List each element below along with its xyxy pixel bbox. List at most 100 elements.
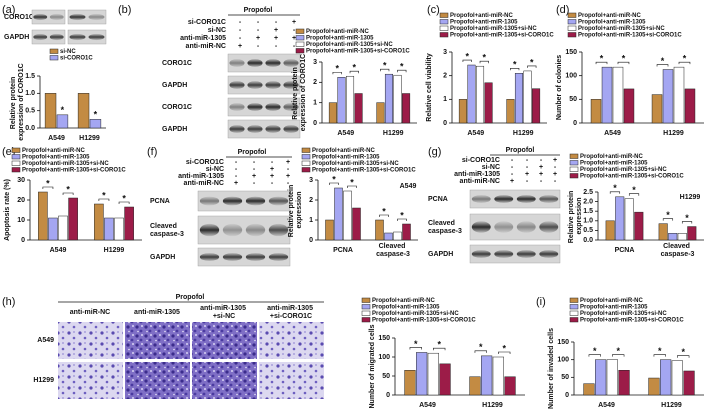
condition-sign: - xyxy=(271,180,274,187)
significance-bracket xyxy=(612,354,625,357)
condition-sign: - xyxy=(540,157,543,164)
blot-band xyxy=(539,195,559,203)
legend-swatch xyxy=(361,297,371,303)
bar xyxy=(346,75,355,124)
significance-mark: * xyxy=(332,174,336,184)
x-tick-label: A549 xyxy=(48,135,65,142)
significance-mark: * xyxy=(513,60,517,70)
band-label: CORO1C xyxy=(162,60,192,67)
y-axis-label: Number of colonies xyxy=(556,55,563,120)
blot-band xyxy=(229,103,245,111)
legend-swatch xyxy=(569,160,579,166)
bar xyxy=(393,74,402,124)
y-tick-label: 30 xyxy=(17,177,25,184)
blot-band xyxy=(33,33,48,41)
significance-bracket xyxy=(462,59,472,63)
x-tick-label: Cleaved caspase-3 xyxy=(376,243,410,258)
x-tick-label: A549 xyxy=(337,130,354,137)
y-axis-label: Relative protein expression xyxy=(288,183,303,237)
blot-band xyxy=(247,81,263,89)
band-label: GAPDH xyxy=(4,34,29,41)
condition-sign: - xyxy=(239,27,242,34)
condition-sign: + xyxy=(510,178,514,185)
blot-band xyxy=(516,221,536,233)
legend-swatch xyxy=(567,25,577,31)
y-tick-label: 1 xyxy=(313,100,317,107)
condition-sign: - xyxy=(293,27,296,34)
condition-sign: - xyxy=(239,35,242,42)
x-tick-label: H1299 xyxy=(513,130,534,137)
blot-band xyxy=(516,195,536,203)
significance-mark: * xyxy=(658,346,662,356)
legend-label: Propofol+anti-miR-1305+si-NC xyxy=(312,161,399,167)
condition-label: anti-miR-NC xyxy=(184,180,224,187)
legend-label: Propofol+anti-miR-1305 xyxy=(580,304,648,310)
panel-letter: (h) xyxy=(2,296,15,308)
legend-swatch xyxy=(11,154,21,160)
micrograph-image xyxy=(259,362,324,399)
band-label: Cleaved caspase-3 xyxy=(428,220,462,235)
condition-sign: - xyxy=(271,159,274,166)
bar xyxy=(504,376,516,396)
band-label: PCNA xyxy=(150,198,170,205)
legend-label: Propofol+anti-miR-1305 xyxy=(578,19,646,25)
y-tick-label: 3 xyxy=(313,59,317,66)
x-tick-label: H1299 xyxy=(104,247,125,254)
condition-sign: - xyxy=(253,166,256,173)
bar xyxy=(48,217,58,241)
y-tick-label: 1 xyxy=(443,96,447,103)
blot-band xyxy=(247,125,263,133)
bar xyxy=(687,226,697,241)
y-axis-label: Relative protein expression xyxy=(568,189,583,243)
legend-label: Propofol+anti-miR-1305+si-NC xyxy=(372,311,459,317)
significance-mark: * xyxy=(66,184,70,194)
condition-sign: + xyxy=(270,166,274,173)
x-tick-label: A549 xyxy=(604,130,621,137)
significance-bracket xyxy=(347,185,357,188)
blot-band xyxy=(494,250,514,258)
bar xyxy=(651,94,663,124)
y-axis-label: Apoptosis rate (%) xyxy=(4,179,11,241)
legend-swatch xyxy=(567,12,577,18)
row-label: A549 xyxy=(37,337,54,344)
legend-swatch xyxy=(301,167,311,173)
blot-band xyxy=(222,223,243,237)
bar xyxy=(677,233,687,241)
blot-band xyxy=(471,221,491,233)
y-axis-label: Number of migrated cells xyxy=(369,324,376,408)
bar xyxy=(605,220,615,241)
y-tick-label: 50 xyxy=(569,96,577,103)
bar xyxy=(481,355,493,396)
y-tick-label: 150 xyxy=(557,339,569,346)
legend-label: Propofol+anti-miR-1305+si-CORO1C xyxy=(580,173,684,179)
condition-sign: - xyxy=(287,180,290,187)
bar xyxy=(601,66,613,124)
bar xyxy=(328,102,337,124)
blot-band xyxy=(471,250,491,258)
condition-label: si-CORO1C xyxy=(186,159,224,166)
significance-bracket xyxy=(433,347,446,351)
bar xyxy=(89,119,102,129)
significance-bracket xyxy=(329,182,339,185)
bar xyxy=(343,190,352,241)
blot-band xyxy=(222,196,243,206)
significance-bracket xyxy=(409,347,422,350)
condition-sign: - xyxy=(526,164,529,171)
blot-band xyxy=(229,81,245,89)
blot-header: Propofol xyxy=(244,7,273,14)
band-label: GAPDH xyxy=(150,254,175,261)
bar xyxy=(506,99,515,124)
blot-background xyxy=(227,97,301,117)
condition-label: si-NC xyxy=(208,27,226,34)
significance-mark: * xyxy=(400,62,404,72)
legend-swatch xyxy=(49,48,59,54)
legend-label: Propofol+anti-miR-NC xyxy=(580,298,643,304)
blot-band xyxy=(283,125,299,133)
condition-sign: + xyxy=(553,157,557,164)
bar xyxy=(671,360,683,396)
y-tick-label: 20 xyxy=(17,197,25,204)
blot-band xyxy=(88,33,105,41)
condition-sign: + xyxy=(539,171,543,178)
blot-band xyxy=(88,13,105,21)
